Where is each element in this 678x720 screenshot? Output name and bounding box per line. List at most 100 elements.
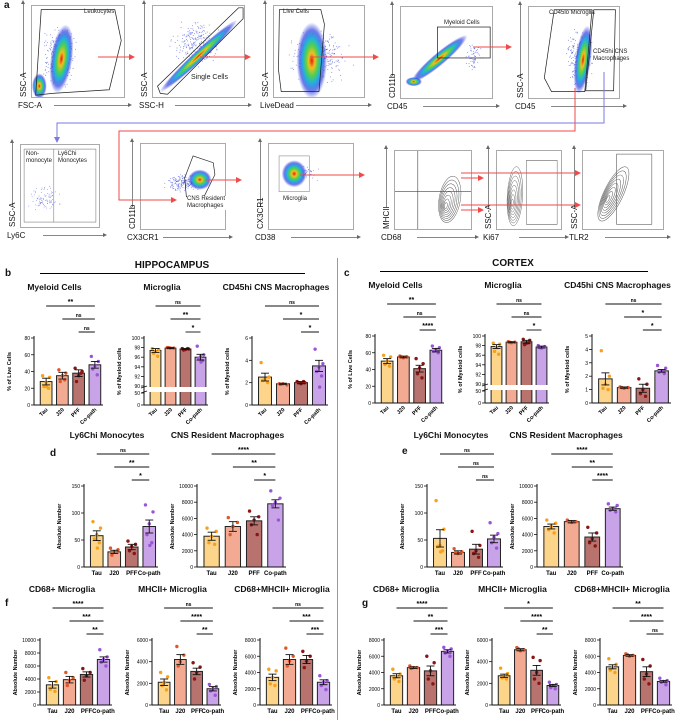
bar-co-path: [88, 364, 102, 406]
y-axis-label: % of Live Cells: [7, 352, 13, 391]
bar-j20: [107, 551, 122, 568]
data-point: [207, 541, 211, 545]
chart-svg: 0 2 4 6 % of Myeloid cells Tau J20 PFF Co-path ns…: [225, 300, 328, 426]
x-tick-label: PFF: [301, 709, 313, 715]
significance-label: ****: [417, 601, 428, 608]
y-tick-label: 6000: [477, 638, 488, 644]
y-tick-label: 6000: [137, 638, 148, 644]
error-bar: [166, 347, 175, 350]
data-point: [504, 677, 509, 681]
bar-tau: [149, 349, 162, 406]
flow-plot-leukocytes: Leukocytes SSC-A FSC-A: [18, 0, 132, 110]
y-axis-label: % of Myeloid cells: [458, 346, 464, 393]
density-plot: [164, 155, 216, 203]
chart-f-mhcii-microglia: 0 2000 4000 6000 Absolute Number Tau J20 PFF Co-…: [120, 584, 225, 718]
error-bar: [250, 516, 259, 526]
x-tick-label: Tau: [207, 571, 218, 577]
panel-label-d: d: [50, 448, 57, 459]
y-tick-label: 10000: [179, 484, 193, 490]
y-tick-label: 0: [33, 703, 36, 709]
y-axis-label: Absolute Number: [400, 503, 406, 550]
x-tick-label: PFF: [587, 571, 599, 577]
y-axis-label: Absolute Number: [57, 503, 63, 550]
data-point: [442, 527, 446, 531]
significance-label: ns: [464, 448, 470, 454]
error-bar: [522, 339, 531, 344]
data-point: [662, 371, 667, 376]
data-point: [98, 526, 103, 530]
significance-label: *: [651, 323, 654, 330]
data-point: [321, 361, 325, 366]
data-point: [545, 518, 549, 522]
y-axis-arrow: [572, 145, 576, 207]
chart-title: CD45hi CNS Macrophages: [564, 280, 671, 290]
significance-label: *: [533, 323, 536, 330]
significance-label: **: [68, 299, 74, 306]
hippocampus-header: HIPPOCAMPUS: [134, 260, 210, 271]
y-tick-label: 50: [134, 391, 140, 397]
data-point: [110, 553, 114, 557]
data-point: [615, 503, 619, 508]
y-axis-label: SSC-A: [8, 202, 17, 227]
chart-svg: 0 20 40 60 80 % of Live Cells Tau J20 PFFCo-path…: [7, 299, 103, 426]
error-bar: [588, 532, 597, 542]
x-tick-label: Tau: [607, 709, 618, 715]
data-point: [552, 531, 556, 535]
chart-b-myeloid-cells: 0 20 40 60 80 % of Live Cells Tau J20 PFF Co-path…: [2, 282, 107, 427]
bar-j20: [62, 679, 77, 706]
y-tick-label: 0: [137, 403, 140, 409]
chart-svg: 0 2000 4000 6000 8000 10000 Absolute Number Tau…: [170, 447, 287, 577]
y-tick-label: 2000: [137, 681, 148, 687]
region-divider: [337, 258, 338, 720]
y-axis-label: CX3CR1: [256, 197, 265, 229]
data-point: [48, 687, 52, 692]
gate-polygon: [35, 9, 122, 96]
x-tick-label: J20: [396, 405, 407, 416]
significance-label: *: [642, 310, 645, 317]
data-point: [537, 681, 541, 686]
significance-label: ns: [473, 461, 479, 467]
x-tick-label: Tau: [92, 571, 103, 577]
data-point: [285, 664, 289, 668]
data-point: [104, 664, 108, 668]
bar-j20: [563, 521, 580, 568]
data-point: [202, 353, 206, 357]
bar-tau: [380, 360, 394, 404]
y-tick-label: 20: [365, 384, 371, 390]
bar-co-path: [429, 349, 443, 404]
x-tick-label: J20: [617, 405, 628, 416]
bar-co-path: [654, 370, 669, 404]
chart-svg: 0 2000 4000 6000 8000 Absolute Number Tau J20 PF…: [573, 601, 675, 715]
data-point: [155, 354, 160, 358]
y-tick-label: 90: [134, 384, 140, 390]
x-tick-label: J20: [163, 407, 174, 418]
y-tick-label: 0: [485, 703, 488, 709]
data-point: [182, 653, 186, 657]
y-tick-label: 0: [245, 403, 248, 409]
x-tick-label: Co-path: [646, 405, 665, 424]
y-axis-arrow: [21, 0, 25, 75]
chart-title: CNS Resident Macrophages: [509, 430, 623, 440]
x-tick-label: Co-path: [79, 407, 98, 426]
significance-label: ***: [302, 614, 310, 621]
data-point: [647, 682, 651, 686]
data-point: [45, 384, 49, 389]
chart-title: Microglia: [143, 282, 181, 292]
x-tick-label: J20: [228, 571, 239, 577]
significance-label: *: [263, 473, 266, 480]
error-bar: [319, 679, 328, 686]
error-bar: [426, 665, 435, 677]
chart-f-cd68-microglia: 0 2000 4000 6000 8000 10000 Absolute Number Tau…: [8, 584, 116, 718]
error-bar: [196, 353, 205, 361]
x-tick-label: Co-path: [542, 709, 565, 715]
error-bar: [659, 680, 668, 683]
y-tick-label: 4000: [25, 677, 36, 683]
x-tick-label: PFF: [411, 405, 423, 417]
chart-title: MHCII+ Microglia: [138, 584, 207, 594]
error-bar: [516, 648, 525, 652]
error-bar: [500, 673, 509, 678]
data-point: [213, 693, 217, 697]
chart-svg: 0 2000 4000 6000 Absolute Number Tau J20 PFF Co-…: [125, 602, 225, 715]
x-tick-label: Tau: [159, 709, 170, 715]
y-tick-label: 96: [134, 355, 140, 361]
